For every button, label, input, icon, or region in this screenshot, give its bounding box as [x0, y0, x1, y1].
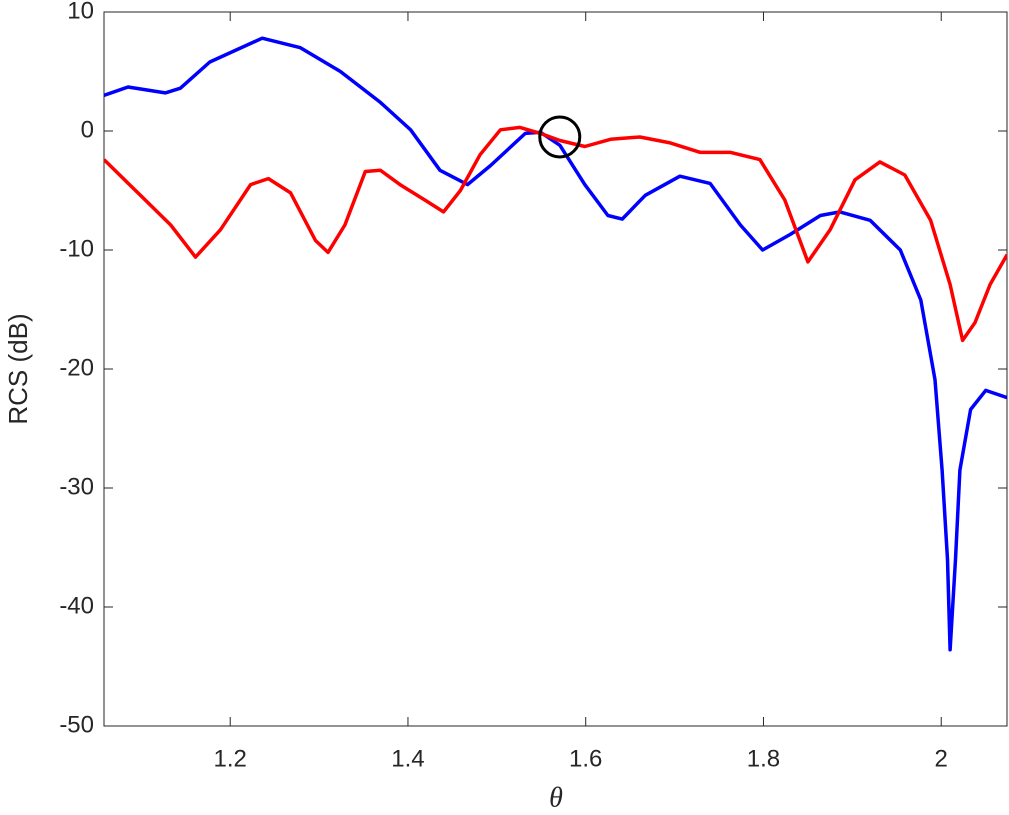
x-tick-label: 2 [935, 745, 948, 772]
x-tick-label: 1.6 [569, 745, 602, 772]
series-line [104, 125, 1007, 343]
x-tick-label: 1.4 [391, 745, 424, 772]
plot-area [104, 36, 1007, 652]
x-axis-label: θ [549, 782, 563, 813]
y-tick-label: 0 [81, 116, 94, 143]
y-tick-label: -40 [59, 592, 94, 619]
y-axis-label: RCS (dB) [3, 313, 33, 424]
y-tick-label: -30 [59, 473, 94, 500]
x-tick-label: 1.8 [747, 745, 780, 772]
y-tick-label: -20 [59, 354, 94, 381]
circle-marker [538, 115, 582, 159]
series-line [104, 36, 1007, 652]
y-tick-label: -10 [59, 235, 94, 262]
axes-box [103, 11, 1008, 727]
x-tick-label: 1.2 [214, 745, 247, 772]
y-tick-label: -50 [59, 711, 94, 738]
y-tick-label: 10 [67, 0, 94, 24]
